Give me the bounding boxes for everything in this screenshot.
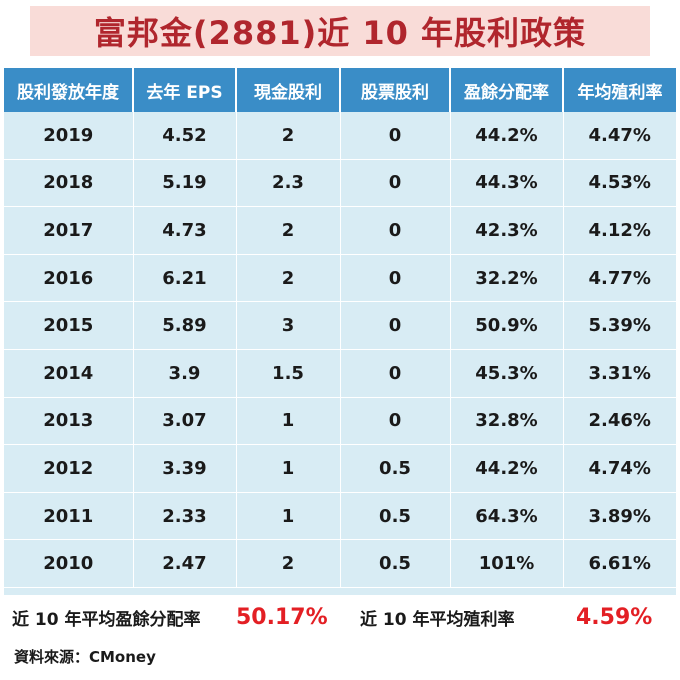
cell-yield: 3.31% bbox=[563, 349, 676, 398]
table-row: 2018 5.19 2.3 0 44.3% 4.53% bbox=[4, 159, 676, 208]
cell-yield: 4.12% bbox=[563, 206, 676, 255]
cell-cash: 2 bbox=[236, 206, 341, 255]
title-banner: 富邦金(2881)近 10 年股利政策 bbox=[30, 6, 650, 56]
cell-yield: 3.89% bbox=[563, 492, 676, 541]
cell-payout: 42.3% bbox=[450, 206, 564, 255]
cell-eps: 3.9 bbox=[133, 349, 237, 398]
cell-cash: 1 bbox=[236, 444, 341, 493]
avg-yield-label: 近 10 年平均殖利率 bbox=[360, 609, 515, 630]
cell-yield: 4.47% bbox=[563, 112, 676, 160]
cell-eps: 4.52 bbox=[133, 112, 237, 160]
cell-stock: 0 bbox=[340, 301, 451, 350]
source-note: 資料來源：CMoney bbox=[14, 648, 156, 666]
cell-year: 2010 bbox=[4, 539, 134, 588]
cell-yield: 4.77% bbox=[563, 254, 676, 303]
cell-year: 2016 bbox=[4, 254, 134, 303]
cell-year: 2011 bbox=[4, 492, 134, 541]
cell-stock: 0 bbox=[340, 206, 451, 255]
cell-cash: 1.5 bbox=[236, 349, 341, 398]
cell-cash: 3 bbox=[236, 301, 341, 350]
cell-eps: 6.21 bbox=[133, 254, 237, 303]
cell-payout: 45.3% bbox=[450, 349, 564, 398]
cell-cash: 2 bbox=[236, 112, 341, 160]
cell-year: 2017 bbox=[4, 206, 134, 255]
cell-yield: 4.53% bbox=[563, 159, 676, 208]
table-row: 2014 3.9 1.5 0 45.3% 3.31% bbox=[4, 349, 676, 398]
cell-stock: 0 bbox=[340, 159, 451, 208]
cell-payout: 44.2% bbox=[450, 444, 564, 493]
summary-row: 近 10 年平均盈餘分配率 50.17% 近 10 年平均殖利率 4.59% bbox=[4, 595, 676, 639]
cell-year: 2015 bbox=[4, 301, 134, 350]
header-stock-dividend: 股票股利 bbox=[340, 68, 451, 112]
cell-stock: 0 bbox=[340, 349, 451, 398]
cell-yield: 6.61% bbox=[563, 539, 676, 588]
cell-eps: 3.07 bbox=[133, 397, 237, 446]
cell-payout: 32.2% bbox=[450, 254, 564, 303]
cell-eps: 3.39 bbox=[133, 444, 237, 493]
table-row: 2013 3.07 1 0 32.8% 2.46% bbox=[4, 397, 676, 446]
header-payout-ratio: 盈餘分配率 bbox=[450, 68, 564, 112]
table-header-row: 股利發放年度 去年 EPS 現金股利 股票股利 盈餘分配率 年均殖利率 bbox=[4, 68, 676, 112]
cell-payout: 64.3% bbox=[450, 492, 564, 541]
cell-cash: 2 bbox=[236, 254, 341, 303]
avg-payout-label: 近 10 年平均盈餘分配率 bbox=[12, 609, 201, 630]
cell-cash: 1 bbox=[236, 397, 341, 446]
cell-payout: 44.2% bbox=[450, 112, 564, 160]
avg-yield-value: 4.59% bbox=[576, 604, 653, 630]
table-row: 2010 2.47 2 0.5 101% 6.61% bbox=[4, 539, 676, 588]
cell-yield: 5.39% bbox=[563, 301, 676, 350]
cell-year: 2014 bbox=[4, 349, 134, 398]
cell-stock: 0.5 bbox=[340, 444, 451, 493]
header-prev-eps: 去年 EPS bbox=[133, 68, 237, 112]
cell-payout: 101% bbox=[450, 539, 564, 588]
cell-year: 2018 bbox=[4, 159, 134, 208]
cell-payout: 32.8% bbox=[450, 397, 564, 446]
cell-eps: 2.33 bbox=[133, 492, 237, 541]
cell-stock: 0 bbox=[340, 112, 451, 160]
cell-cash: 1 bbox=[236, 492, 341, 541]
page-title: 富邦金(2881)近 10 年股利政策 bbox=[93, 14, 587, 52]
cell-eps: 5.19 bbox=[133, 159, 237, 208]
header-avg-yield: 年均殖利率 bbox=[563, 68, 676, 112]
cell-eps: 4.73 bbox=[133, 206, 237, 255]
dividend-table-panel: 股利發放年度 去年 EPS 現金股利 股票股利 盈餘分配率 年均殖利率 2019… bbox=[4, 68, 676, 638]
cell-stock: 0.5 bbox=[340, 539, 451, 588]
cell-year: 2013 bbox=[4, 397, 134, 446]
cell-yield: 4.74% bbox=[563, 444, 676, 493]
table-row: 2012 3.39 1 0.5 44.2% 4.74% bbox=[4, 444, 676, 493]
header-cash-dividend: 現金股利 bbox=[236, 68, 341, 112]
table-row: 2017 4.73 2 0 42.3% 4.12% bbox=[4, 206, 676, 255]
cell-yield: 2.46% bbox=[563, 397, 676, 446]
table-row: 2015 5.89 3 0 50.9% 5.39% bbox=[4, 301, 676, 350]
cell-stock: 0.5 bbox=[340, 492, 451, 541]
dividend-table: 股利發放年度 去年 EPS 現金股利 股票股利 盈餘分配率 年均殖利率 2019… bbox=[4, 68, 676, 588]
cell-stock: 0 bbox=[340, 254, 451, 303]
cell-year: 2012 bbox=[4, 444, 134, 493]
table-row: 2016 6.21 2 0 32.2% 4.77% bbox=[4, 254, 676, 303]
cell-payout: 44.3% bbox=[450, 159, 564, 208]
cell-payout: 50.9% bbox=[450, 301, 564, 350]
cell-eps: 2.47 bbox=[133, 539, 237, 588]
cell-cash: 2 bbox=[236, 539, 341, 588]
cell-year: 2019 bbox=[4, 112, 134, 160]
header-dividend-year: 股利發放年度 bbox=[4, 68, 134, 112]
cell-cash: 2.3 bbox=[236, 159, 341, 208]
table-row: 2011 2.33 1 0.5 64.3% 3.89% bbox=[4, 492, 676, 541]
table-row: 2019 4.52 2 0 44.2% 4.47% bbox=[4, 112, 676, 160]
cell-eps: 5.89 bbox=[133, 301, 237, 350]
avg-payout-value: 50.17% bbox=[236, 604, 328, 630]
cell-stock: 0 bbox=[340, 397, 451, 446]
